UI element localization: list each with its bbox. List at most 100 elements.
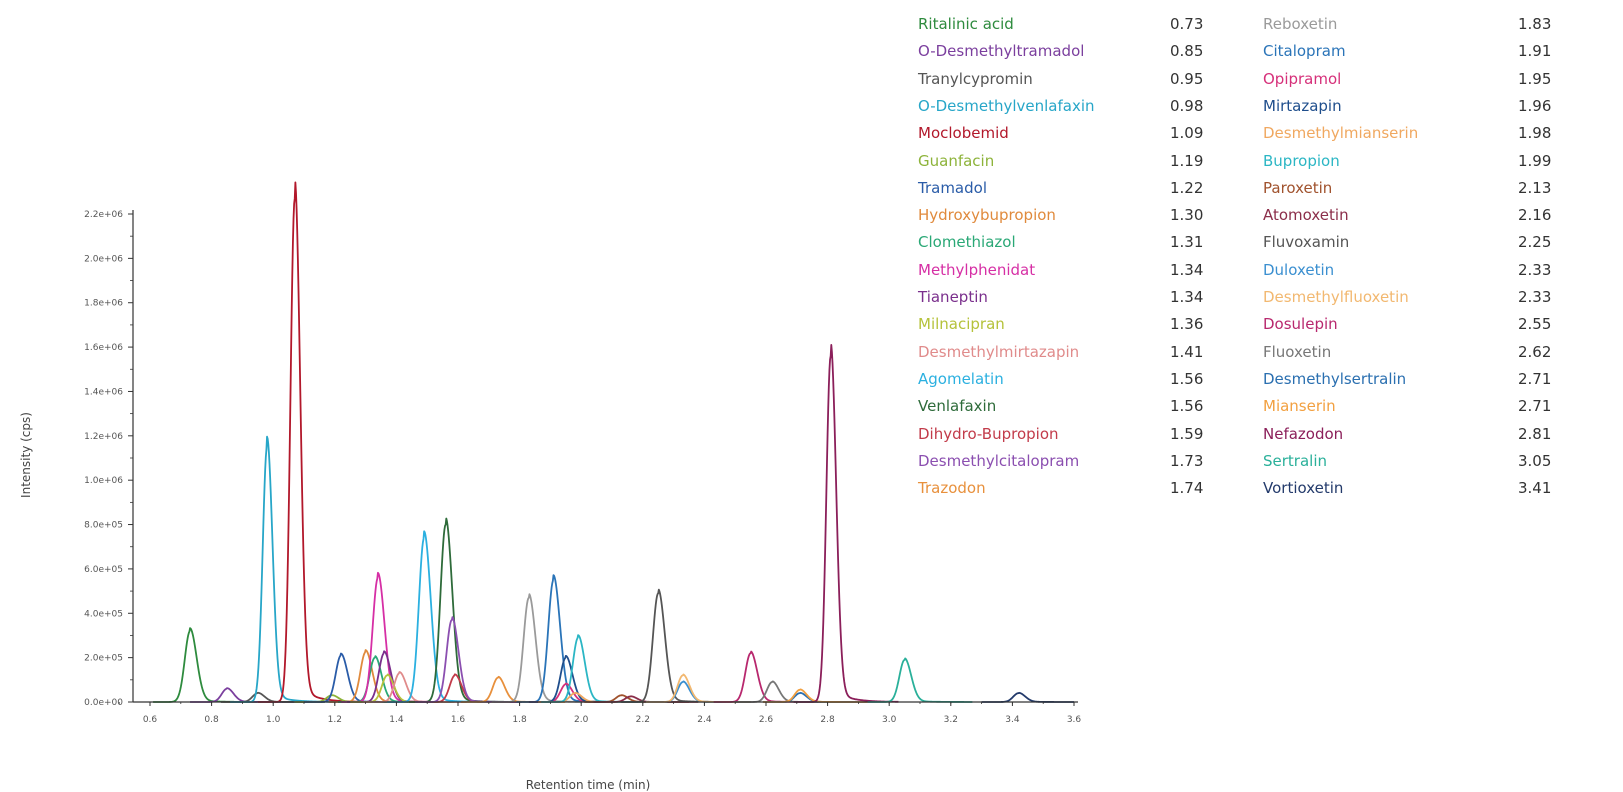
legend-retention-time: 0.85 — [1170, 42, 1204, 61]
legend-retention-time: 2.55 — [1518, 315, 1552, 334]
y-tick-label: 1.4e+06 — [84, 387, 123, 397]
trace-vortioxetin — [981, 691, 1075, 703]
legend-compound-name: Guanfacin — [918, 151, 995, 170]
x-tick-label: 2.2 — [636, 715, 650, 725]
legend-compound-name: Milnacipran — [918, 315, 1005, 334]
trace-fluvoxamin — [620, 588, 727, 703]
trace-venlafaxin — [408, 517, 514, 703]
legend-compound-name: Dosulepin — [1263, 315, 1338, 334]
trace-ritalinic-acid — [152, 627, 258, 703]
x-tick-label: 1.2 — [328, 715, 342, 725]
trace-sertralin — [867, 657, 973, 703]
legend-compound-name: Desmethylfluoxetin — [1263, 288, 1409, 306]
legend-retention-time: 1.59 — [1170, 424, 1204, 443]
x-tick-label: 0.6 — [143, 715, 158, 725]
legend-retention-time: 1.91 — [1518, 42, 1552, 61]
legend-retention-time: 1.83 — [1518, 15, 1552, 33]
legend-compound-name: Desmethylmianserin — [1263, 124, 1419, 143]
x-tick-label: 3.4 — [1005, 715, 1020, 725]
legend-compound-name: Clomethiazol — [918, 233, 1016, 252]
legend-compound-name: Desmethylmirtazapin — [918, 342, 1080, 361]
legend-retention-time: 0.73 — [1170, 15, 1204, 33]
trace-moclobemid — [257, 181, 363, 703]
legend-compound-name: Opipramol — [1263, 69, 1342, 88]
y-tick-label: 6.0e+05 — [84, 565, 123, 575]
y-tick-label: 0.0e+00 — [84, 698, 123, 708]
x-tick-label: 0.8 — [204, 715, 219, 725]
legend-compound-name: Desmethylsertralin — [1263, 369, 1407, 388]
legend-retention-time: 1.22 — [1170, 178, 1204, 197]
legend-retention-time: 1.56 — [1170, 397, 1204, 416]
legend-compound-name: Atomoxetin — [1263, 206, 1349, 225]
legend-retention-time: 1.19 — [1170, 151, 1204, 170]
legend-retention-time: 1.56 — [1170, 369, 1204, 388]
legend-compound-name: Agomelatin — [918, 369, 1004, 388]
chart-axes: 0.6 0.8 1.0 1.2 1.4 1.6 1.8 2.0 2.2 2.4 2.6 2.8 3.0 3… — [84, 210, 1081, 725]
legend-retention-time: 2.81 — [1518, 424, 1552, 443]
legend-retention-time: 2.33 — [1518, 288, 1552, 306]
y-tick-label: 8.0e+05 — [84, 521, 123, 531]
x-axis-title: Retention time (min) — [526, 778, 651, 792]
legend-compound-name: Ritalinic acid — [918, 15, 1014, 33]
y-tick-label: 2.0e+06 — [84, 254, 123, 264]
legend-retention-time: 2.13 — [1518, 178, 1552, 197]
x-tick-label: 2.6 — [759, 715, 774, 725]
trace-desmethylcitalopram — [414, 616, 520, 703]
legend-compound-name: Citalopram — [1263, 42, 1346, 61]
trace-reboxetin — [491, 593, 597, 703]
legend-compound-name: O-Desmethyltramadol — [918, 42, 1085, 61]
x-tick-label: 1.6 — [451, 715, 466, 725]
legend-retention-time: 3.41 — [1518, 479, 1552, 498]
legend-compound-name: Desmethylcitalopram — [918, 451, 1080, 470]
legend-retention-time: 2.71 — [1518, 397, 1552, 416]
legend-compound-name: Sertralin — [1263, 451, 1327, 470]
legend-retention-time: 0.95 — [1170, 69, 1204, 88]
legend-retention-time: 2.71 — [1518, 369, 1552, 388]
y-axis-title: Intensity (cps) — [19, 412, 33, 498]
x-tick-label: 2.4 — [697, 715, 712, 725]
trace-o-desmethylvenlafaxin — [229, 435, 335, 703]
legend-retention-time: 1.30 — [1170, 206, 1204, 225]
x-tick-label: 3.2 — [944, 715, 958, 725]
legend-retention-time: 1.98 — [1518, 124, 1552, 143]
legend-compound-name: Duloxetin — [1263, 260, 1335, 279]
legend-retention-time: 1.34 — [1170, 288, 1204, 306]
y-tick-label: 1.8e+06 — [84, 299, 123, 309]
legend-compound-name: Methylphenidat — [918, 260, 1036, 279]
legend-retention-time: 1.36 — [1170, 315, 1204, 334]
legend-compound-name: Moclobemid — [918, 124, 1009, 143]
x-tick-label: 1.8 — [512, 715, 527, 725]
legend-compound-name: Bupropion — [1263, 151, 1340, 170]
legend-compound-name: O-Desmethylvenlafaxin — [918, 96, 1095, 115]
y-tick-label: 1.0e+06 — [84, 476, 123, 486]
y-tick-label: 1.6e+06 — [84, 343, 123, 353]
legend-retention-time: 1.96 — [1518, 96, 1552, 115]
legend-compound-name: Paroxetin — [1263, 178, 1333, 197]
legend-retention-time: 2.16 — [1518, 206, 1552, 225]
legend-compound-name: Tramadol — [918, 178, 987, 197]
legend-compound-name: Fluoxetin — [1263, 342, 1332, 361]
trace-citalopram — [516, 574, 622, 703]
legend-retention-time: 1.09 — [1170, 124, 1204, 143]
legend-retention-time: 1.31 — [1170, 233, 1204, 252]
legend-compound-name: Vortioxetin — [1263, 479, 1344, 498]
legend-compound-name: Reboxetin — [1263, 15, 1338, 33]
legend-retention-time: 1.74 — [1170, 479, 1204, 498]
legend-retention-time: 2.25 — [1518, 233, 1552, 252]
x-tick-label: 1.0 — [266, 715, 281, 725]
legend-retention-time: 1.73 — [1170, 451, 1204, 470]
legend-compound-name: Tianeptin — [918, 288, 988, 306]
legend-retention-time: 1.95 — [1518, 69, 1552, 88]
x-tick-label: 1.4 — [389, 715, 404, 725]
trace-nefazodon — [793, 344, 899, 703]
legend-compound-name: Dihydro-Bupropion — [918, 424, 1059, 443]
y-tick-label: 2.2e+06 — [84, 210, 123, 220]
y-tick-label: 1.2e+06 — [84, 432, 123, 442]
legend-retention-time: 3.05 — [1518, 451, 1552, 470]
legend-retention-time: 1.99 — [1518, 151, 1552, 170]
trace-fluoxetin — [734, 680, 841, 703]
legend-compound-name: Venlafaxin — [918, 397, 997, 416]
x-tick-label: 2.0 — [574, 715, 589, 725]
x-tick-label: 2.8 — [820, 715, 835, 725]
